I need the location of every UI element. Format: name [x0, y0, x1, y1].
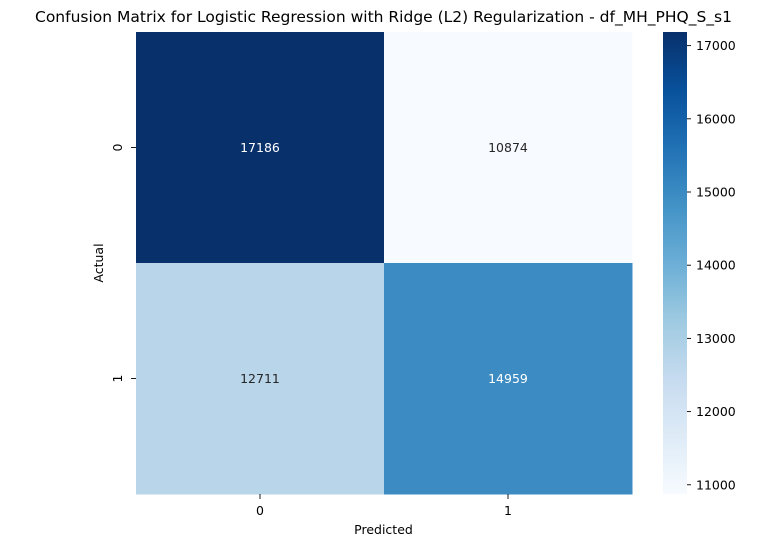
colorbar-tick-label-4: 15000 [696, 185, 736, 200]
cell-value-label-0-1: 10874 [488, 140, 528, 155]
colorbar [663, 32, 687, 494]
colorbar-tick-label-5: 16000 [696, 111, 736, 126]
y-axis-label: Actual [91, 243, 106, 282]
colorbar-tick-label-6: 17000 [696, 38, 736, 53]
cell-labels: 17186 10874 12711 14959 [240, 140, 528, 386]
heatmap-cell-0-1 [384, 32, 633, 264]
colorbar-ticks: 11000 12000 13000 14000 15000 16000 17000 [687, 38, 736, 492]
heatmap-cell-1-0 [136, 263, 385, 495]
chart-title: Confusion Matrix for Logistic Regression… [35, 8, 732, 27]
colorbar-tick-label-3: 14000 [696, 258, 736, 273]
y-axis-ticks: 01 [110, 143, 136, 382]
y-tick-label-1: 1 [110, 375, 125, 383]
cell-value-label-0-0: 17186 [240, 140, 280, 155]
heatmap-cell-1-1 [384, 263, 633, 495]
y-tick-label-0: 0 [110, 143, 125, 151]
colorbar-tick-label-1: 12000 [696, 404, 736, 419]
cell-value-label-1-0: 12711 [240, 371, 280, 386]
x-axis-label: Predicted [354, 522, 413, 537]
heatmap-cells [136, 32, 633, 495]
x-tick-label-1: 1 [504, 503, 512, 518]
colorbar-tick-label-0: 11000 [696, 477, 736, 492]
x-tick-label-0: 0 [256, 503, 264, 518]
heatmap-cell-0-0 [136, 32, 385, 264]
colorbar-tick-label-2: 13000 [696, 331, 736, 346]
cell-value-label-1-1: 14959 [488, 371, 528, 386]
